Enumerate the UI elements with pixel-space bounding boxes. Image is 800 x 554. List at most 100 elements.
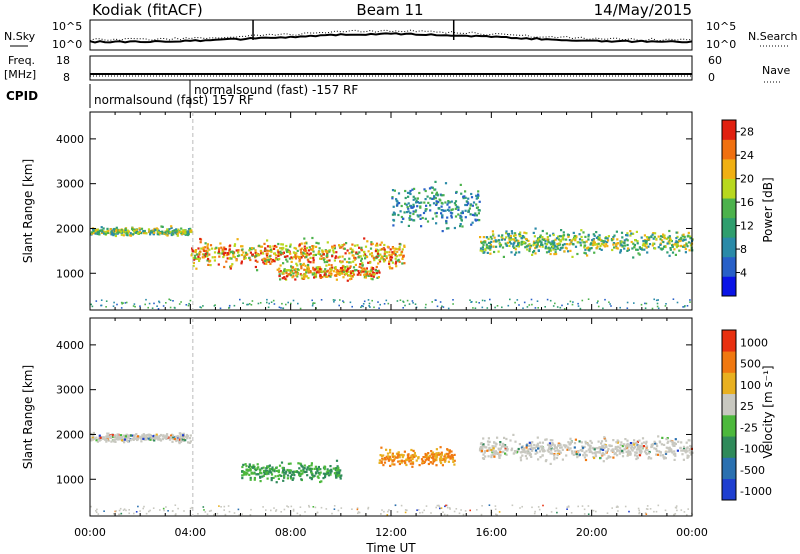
data-cell-0-119	[157, 229, 160, 232]
data-cell-3-266	[651, 443, 654, 446]
data-cell-1-123	[283, 471, 286, 474]
data-cell-2-55	[357, 272, 361, 275]
data-cell-1-417	[259, 249, 262, 252]
ground-cell-194	[514, 301, 516, 304]
data-cell-1-357	[302, 254, 305, 257]
data-cell-1-386	[226, 252, 229, 255]
data-cell-4-97	[626, 232, 629, 235]
data-cell-1-201	[339, 475, 342, 478]
ground-cell-177	[544, 306, 546, 308]
data-cell-2-125	[404, 462, 407, 465]
ground-cell-96	[509, 298, 511, 301]
data-cell-3-75	[573, 442, 577, 445]
data-cell-4-40	[533, 249, 536, 253]
ground-cell-59	[128, 512, 130, 515]
data-cell-1-505	[276, 249, 279, 252]
ground-cell-209	[143, 505, 145, 508]
data-cell-1-33	[240, 260, 243, 263]
data-cell-1-226	[304, 252, 307, 255]
data-cell-1-149	[271, 469, 275, 472]
data-cell-4-333	[512, 245, 515, 248]
data-cell-1-369	[204, 242, 207, 245]
data-cell-0-276	[115, 230, 118, 233]
data-cell-2-128	[361, 264, 364, 267]
ground-cell-30	[266, 298, 268, 301]
data-cell-2-53	[441, 464, 444, 467]
data-cell-0-94	[176, 435, 179, 438]
data-cell-1-278	[341, 244, 344, 247]
data-cell-0-31	[140, 440, 143, 443]
data-cell-2-252	[304, 273, 307, 276]
data-cell-3-153	[553, 453, 556, 456]
data-cell-2-96	[346, 279, 349, 282]
data-cell-1-575	[306, 258, 309, 261]
ground-cell-60	[404, 509, 407, 511]
data-cell-1-446	[264, 258, 267, 261]
ground-cell-47	[113, 513, 115, 515]
data-cell-1-241	[401, 248, 404, 251]
data-cell-0-116	[106, 432, 109, 435]
data-cell-1-312	[224, 247, 227, 251]
data-cell-3-522	[621, 449, 624, 453]
data-cell-3-257	[632, 442, 635, 445]
data-cell-3-140	[546, 449, 549, 452]
data-cell-0-262	[100, 229, 103, 232]
data-cell-0-193	[181, 438, 184, 441]
data-cell-3-468	[584, 440, 587, 443]
data-cell-1-295	[366, 240, 369, 243]
data-cell-3-366	[531, 449, 534, 452]
ground-cell-68	[105, 306, 107, 308]
data-cell-4-236	[565, 238, 568, 241]
data-cell-4-304	[627, 247, 630, 250]
data-cell-0-250	[155, 435, 158, 438]
data-cell-4-537	[559, 239, 562, 242]
data-cell-2-219	[296, 268, 299, 271]
velocity-cbar-tick-label-0: 1000	[740, 336, 768, 349]
data-cell-3-213	[449, 211, 452, 214]
data-cell-4-217	[631, 247, 634, 250]
data-cell-1-195	[300, 265, 303, 268]
data-cell-3-18	[453, 226, 456, 230]
ground-cell-163	[452, 299, 454, 301]
data-cell-0-214	[176, 234, 179, 237]
data-cell-2-71	[389, 451, 392, 454]
data-cell-4-523	[507, 234, 510, 237]
data-cell-3-369	[573, 450, 576, 453]
data-cell-3-11	[682, 458, 685, 461]
data-cell-4-189	[687, 241, 691, 244]
data-cell-4-516	[543, 238, 546, 241]
data-cell-4-313	[485, 236, 488, 239]
ground-cell-153	[332, 299, 335, 301]
data-cell-1-524	[289, 252, 292, 255]
data-cell-3-287	[528, 444, 531, 447]
data-cell-2-197	[377, 276, 380, 279]
data-cell-3-127	[446, 216, 449, 219]
y-tick-label-0: 1000	[56, 267, 84, 280]
data-cell-3-219	[445, 227, 449, 230]
data-cell-4-223	[580, 235, 583, 239]
data-cell-3-185	[457, 213, 460, 216]
data-cell-1-169	[389, 257, 392, 260]
data-cell-3-10	[588, 450, 591, 454]
data-cell-1-62	[311, 467, 314, 470]
ground-cell-84	[203, 509, 205, 511]
data-cell-1-27	[242, 463, 245, 466]
data-cell-3-561	[593, 456, 596, 460]
ground-cell-197	[615, 506, 618, 508]
ground-cell-114	[90, 303, 92, 306]
data-cell-1-272	[268, 468, 272, 471]
data-cell-4-515	[644, 241, 647, 244]
data-cell-4-274	[514, 234, 517, 237]
data-cell-1-332	[369, 247, 373, 250]
data-cell-3-13	[682, 445, 686, 448]
data-cell-3-425	[624, 448, 627, 451]
ground-cell-196	[172, 300, 174, 302]
ground-cell-9	[415, 306, 418, 309]
ground-cell-74	[185, 304, 188, 306]
data-cell-1-49	[274, 254, 277, 257]
y-tick-label-3: 4000	[56, 133, 84, 146]
ground-cell-150	[425, 505, 428, 507]
data-cell-3-151	[662, 454, 665, 457]
data-cell-2-66	[381, 457, 384, 460]
